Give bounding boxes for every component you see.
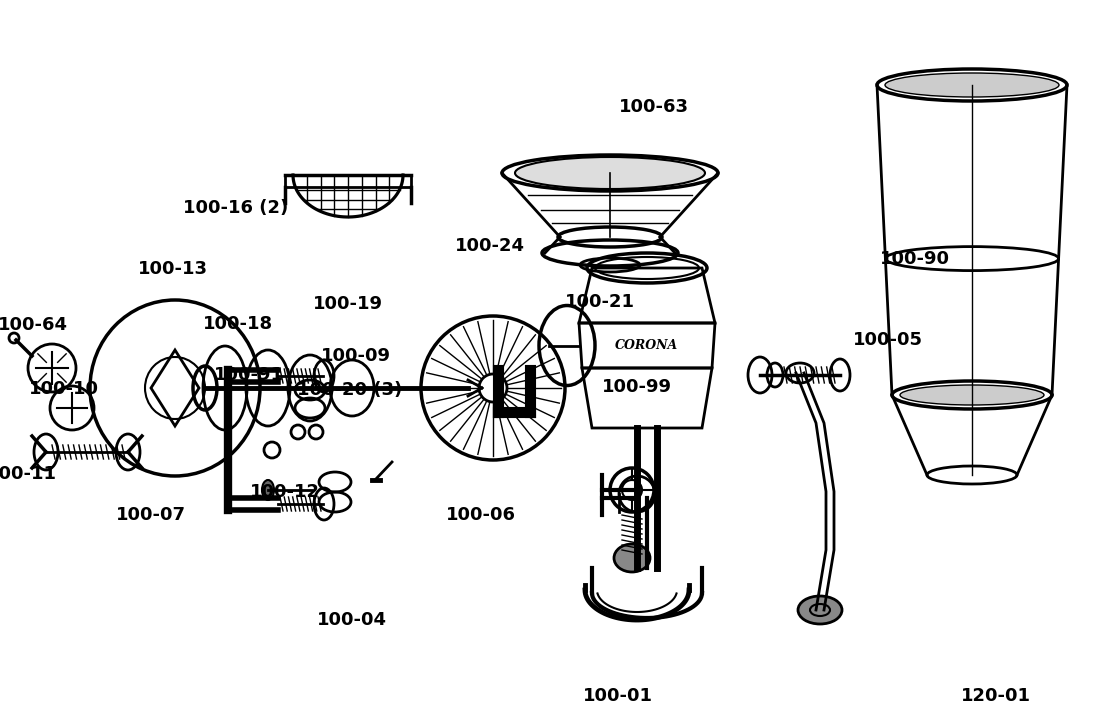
- Text: 100-07: 100-07: [116, 506, 186, 523]
- Text: 100-20 (3): 100-20 (3): [298, 382, 403, 399]
- Text: 100-24: 100-24: [455, 237, 525, 254]
- Text: 100-01: 100-01: [583, 687, 653, 704]
- Text: 100-06: 100-06: [446, 506, 516, 523]
- Text: 100-16 (2): 100-16 (2): [183, 200, 288, 217]
- Text: 100-05: 100-05: [853, 331, 923, 348]
- Text: 100-64: 100-64: [0, 317, 68, 334]
- Text: 100-13: 100-13: [138, 260, 208, 278]
- Text: 100-90: 100-90: [880, 250, 950, 268]
- Text: 100-99: 100-99: [602, 378, 672, 395]
- Text: 100-10: 100-10: [28, 380, 98, 398]
- Text: CORONA: CORONA: [615, 339, 678, 352]
- Text: 120-01: 120-01: [961, 687, 1031, 704]
- Text: 100-18: 100-18: [203, 315, 274, 333]
- Text: 100-21: 100-21: [565, 294, 635, 311]
- Text: 100-04: 100-04: [317, 612, 387, 629]
- Ellipse shape: [885, 73, 1059, 97]
- Text: 100-09: 100-09: [321, 347, 391, 364]
- Text: 100-12: 100-12: [249, 483, 319, 500]
- Text: 100-19: 100-19: [313, 295, 383, 312]
- Ellipse shape: [614, 544, 650, 572]
- Text: 100-11: 100-11: [0, 465, 57, 482]
- Ellipse shape: [261, 480, 274, 500]
- Ellipse shape: [798, 596, 842, 624]
- Ellipse shape: [515, 157, 705, 189]
- Text: 100-91: 100-91: [214, 366, 284, 383]
- Ellipse shape: [900, 385, 1044, 405]
- Text: 100-63: 100-63: [619, 98, 689, 116]
